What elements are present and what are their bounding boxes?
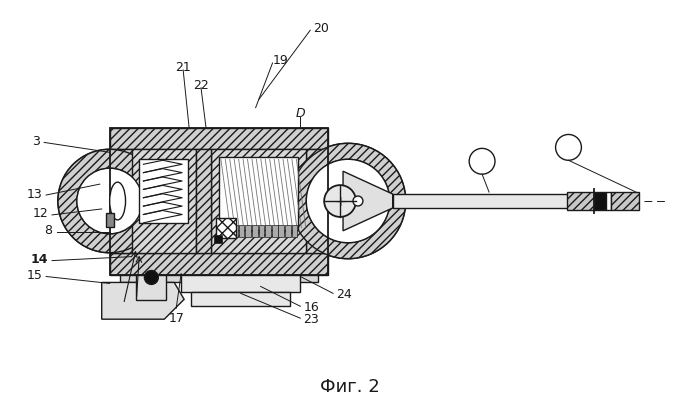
- Bar: [216, 218, 236, 238]
- Bar: [211, 150, 306, 253]
- Text: 13: 13: [27, 187, 42, 200]
- Wedge shape: [290, 144, 405, 259]
- Circle shape: [556, 135, 582, 161]
- Bar: [120, 275, 318, 283]
- Text: 3: 3: [32, 134, 40, 147]
- Circle shape: [324, 185, 356, 217]
- Bar: [306, 150, 328, 253]
- Bar: [239, 225, 245, 237]
- Bar: [110, 253, 328, 275]
- Bar: [181, 275, 301, 293]
- Text: 19: 19: [273, 54, 288, 67]
- Bar: [291, 225, 297, 237]
- Bar: [606, 193, 611, 211]
- Bar: [245, 225, 251, 237]
- Bar: [139, 160, 188, 223]
- Bar: [219, 158, 298, 230]
- Text: 22: 22: [193, 79, 209, 92]
- Bar: [611, 193, 639, 211]
- Bar: [252, 225, 258, 237]
- Circle shape: [306, 160, 390, 243]
- Text: 15: 15: [27, 269, 42, 281]
- Text: 20: 20: [313, 21, 329, 34]
- Bar: [214, 235, 222, 243]
- Text: 2: 2: [565, 141, 572, 154]
- Ellipse shape: [110, 183, 126, 220]
- Circle shape: [77, 169, 143, 234]
- Polygon shape: [102, 283, 184, 320]
- Text: D: D: [296, 107, 305, 120]
- Text: 23: 23: [303, 312, 319, 325]
- Circle shape: [353, 196, 363, 207]
- Bar: [131, 150, 306, 253]
- Text: 14: 14: [31, 252, 48, 265]
- Bar: [131, 150, 196, 253]
- Wedge shape: [58, 150, 161, 253]
- Bar: [219, 225, 224, 237]
- Bar: [272, 225, 278, 237]
- Circle shape: [58, 150, 161, 253]
- Bar: [566, 193, 594, 211]
- Polygon shape: [343, 172, 393, 231]
- Bar: [226, 225, 231, 237]
- Text: 17: 17: [168, 311, 184, 324]
- Text: 8: 8: [44, 224, 52, 237]
- Text: 1: 1: [478, 156, 486, 168]
- Bar: [110, 150, 131, 253]
- Bar: [285, 225, 291, 237]
- Bar: [191, 293, 290, 307]
- Circle shape: [469, 149, 495, 175]
- Text: 12: 12: [32, 207, 48, 220]
- Bar: [259, 225, 264, 237]
- Bar: [106, 213, 114, 227]
- Text: +: +: [334, 194, 346, 209]
- Bar: [136, 275, 166, 301]
- Bar: [110, 128, 328, 275]
- Bar: [393, 194, 621, 209]
- Text: 16: 16: [303, 300, 319, 313]
- Bar: [232, 225, 238, 237]
- Text: Фиг. 2: Фиг. 2: [320, 377, 380, 395]
- Bar: [594, 193, 606, 211]
- Bar: [265, 225, 271, 237]
- Bar: [110, 128, 328, 150]
- Circle shape: [290, 144, 405, 259]
- Bar: [278, 225, 284, 237]
- Bar: [110, 128, 328, 275]
- Circle shape: [145, 271, 158, 285]
- Bar: [196, 150, 211, 253]
- Text: 24: 24: [336, 287, 352, 300]
- Text: 21: 21: [175, 61, 191, 74]
